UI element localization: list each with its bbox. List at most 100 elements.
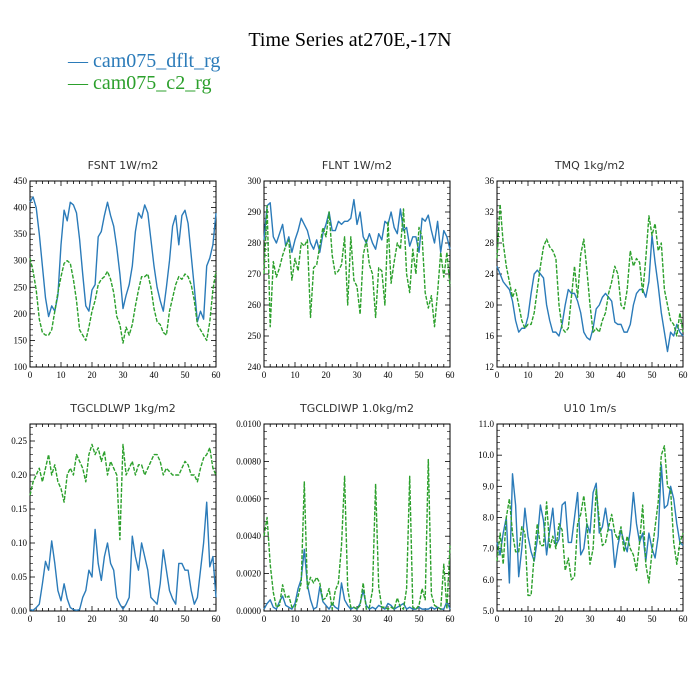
y-tick-label: 0.05 (11, 572, 27, 582)
x-tick-label: 50 (648, 370, 658, 380)
y-tick-label: 11.0 (479, 419, 495, 429)
x-tick-label: 30 (353, 614, 363, 624)
chart-panel-2: TMQ 1kg/m2 0 10 20 30 40 50 60 12 16 20 24 28 32 36 (485, 159, 688, 380)
y-tick-label: 0.0000 (236, 606, 261, 616)
x-tick-label: 20 (322, 614, 332, 624)
y-tick-label: 6.0 (483, 575, 495, 585)
x-tick-label: 10 (291, 370, 301, 380)
y-tick-label: 8.0 (483, 513, 495, 523)
chart-panel-3: TGCLDLWP 1kg/m2 0 10 20 30 40 50 60 0.00 0.05 0.10… (11, 402, 221, 624)
x-tick-label: 60 (446, 370, 456, 380)
y-tick-label: 16 (485, 331, 495, 341)
x-tick-label: 50 (415, 614, 425, 624)
x-tick-label: 30 (586, 370, 596, 380)
x-tick-label: 50 (415, 370, 425, 380)
x-tick-label: 20 (88, 614, 98, 624)
y-tick-label: 350 (14, 229, 28, 239)
panel-title: TGCLDLWP 1kg/m2 (69, 402, 175, 415)
y-tick-label: 28 (485, 238, 495, 248)
x-tick-label: 40 (150, 370, 160, 380)
x-tick-label: 20 (555, 370, 565, 380)
x-tick-label: 10 (291, 614, 301, 624)
y-tick-label: 280 (248, 238, 262, 248)
y-tick-label: 0.0080 (236, 456, 261, 466)
y-tick-label: 10.0 (478, 450, 494, 460)
y-tick-label: 150 (14, 335, 28, 345)
y-tick-label: 0.0100 (236, 419, 261, 429)
y-tick-label: 290 (248, 207, 262, 217)
x-tick-label: 0 (495, 614, 500, 624)
x-tick-label: 40 (617, 370, 627, 380)
series-line-dflt (496, 234, 684, 353)
y-tick-label: 0.00 (11, 606, 27, 616)
y-tick-label: 300 (14, 256, 28, 266)
series-line-c2 (496, 203, 684, 337)
series-line-dflt (29, 501, 217, 612)
y-tick-label: 24 (485, 269, 495, 279)
x-tick-label: 30 (119, 614, 129, 624)
y-tick-label: 100 (14, 362, 28, 372)
series-line-c2 (263, 205, 451, 328)
y-tick-label: 9.0 (483, 481, 495, 491)
y-tick-label: 400 (14, 203, 28, 213)
y-tick-label: 300 (248, 176, 262, 186)
x-tick-label: 60 (212, 370, 222, 380)
series-line-dflt (496, 463, 684, 584)
x-tick-label: 0 (495, 370, 500, 380)
page-title: Time Series at270E,-17N (248, 29, 452, 51)
legend-entry-c2: — cam075_c2_rg (68, 72, 212, 94)
y-tick-label: 0.25 (11, 436, 27, 446)
y-tick-label: 0.10 (11, 538, 27, 548)
y-tick-label: 20 (485, 300, 495, 310)
y-tick-label: 5.0 (483, 606, 495, 616)
x-tick-label: 60 (679, 370, 689, 380)
y-tick-label: 0.20 (11, 470, 27, 480)
panel-title: TMQ 1kg/m2 (554, 159, 625, 172)
chart-panel-1: FLNT 1W/m2 0 10 20 30 40 50 60 240 250 260 270 280 29… (248, 159, 456, 380)
x-tick-label: 50 (181, 614, 191, 624)
series-line-c2 (29, 257, 217, 344)
x-tick-label: 20 (88, 370, 98, 380)
x-tick-label: 20 (555, 614, 565, 624)
x-tick-label: 10 (524, 370, 534, 380)
panel-title: FLNT 1W/m2 (322, 159, 392, 172)
x-tick-label: 60 (679, 614, 689, 624)
y-tick-label: 450 (14, 176, 28, 186)
series-line-c2 (496, 445, 684, 597)
x-tick-label: 0 (28, 614, 33, 624)
panel-title: U10 1m/s (564, 402, 617, 415)
x-tick-label: 40 (384, 370, 394, 380)
series-line-dflt (29, 196, 217, 323)
x-tick-label: 20 (322, 370, 332, 380)
x-tick-label: 60 (446, 614, 456, 624)
series-line-c2 (263, 458, 451, 610)
y-tick-label: 7.0 (483, 544, 495, 554)
y-tick-label: 270 (248, 269, 262, 279)
chart-panel-0: FSNT 1W/m2 0 10 20 30 40 50 60 100 150 200 250 300 35… (14, 159, 222, 380)
x-tick-label: 10 (524, 614, 534, 624)
y-tick-label: 260 (248, 300, 262, 310)
y-tick-label: 250 (14, 282, 28, 292)
x-tick-label: 0 (28, 370, 33, 380)
y-tick-label: 32 (485, 207, 494, 217)
y-tick-label: 36 (485, 176, 495, 186)
panel-title: TGCLDIWP 1.0kg/m2 (299, 402, 414, 415)
y-tick-label: 12 (485, 362, 494, 372)
x-tick-label: 40 (384, 614, 394, 624)
x-tick-label: 30 (586, 614, 596, 624)
x-tick-label: 10 (57, 370, 67, 380)
y-tick-label: 0.15 (11, 504, 27, 514)
x-tick-label: 40 (150, 614, 160, 624)
x-tick-label: 50 (648, 614, 658, 624)
x-tick-label: 10 (57, 614, 67, 624)
y-tick-label: 0.0020 (236, 569, 261, 579)
series-line-dflt (263, 198, 451, 254)
x-tick-label: 0 (262, 614, 267, 624)
plot-frame (263, 423, 451, 612)
y-tick-label: 250 (248, 331, 262, 341)
y-tick-label: 0.0040 (236, 531, 261, 541)
plot-frame (496, 423, 684, 612)
panel-title: FSNT 1W/m2 (88, 159, 159, 172)
